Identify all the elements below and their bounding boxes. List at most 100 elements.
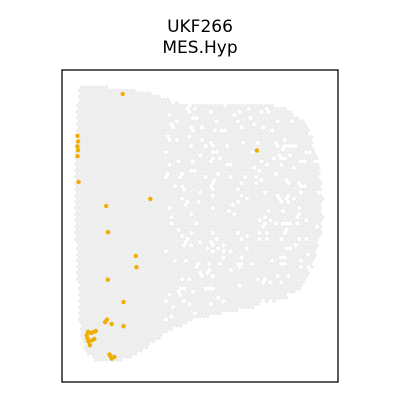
tissue-spot xyxy=(297,150,301,154)
tissue-spot xyxy=(200,286,204,291)
tissue-spot xyxy=(304,125,309,130)
tissue-spot xyxy=(149,138,154,142)
tissue-spot xyxy=(153,119,157,123)
tissue-spot xyxy=(97,358,102,362)
tissue-spot xyxy=(315,243,319,247)
tissue-spot xyxy=(108,271,112,275)
tissue-spot xyxy=(175,181,179,185)
tissue-spot xyxy=(99,156,103,161)
tissue-spot xyxy=(94,296,98,300)
tissue-spot xyxy=(85,237,89,241)
tissue-spot xyxy=(171,317,175,322)
tissue-spot xyxy=(103,305,107,309)
tissue-spot xyxy=(112,252,116,257)
tissue-spot xyxy=(128,119,132,123)
tissue-spot xyxy=(128,268,132,272)
tissue-spot xyxy=(193,125,197,130)
tissue-spot xyxy=(191,153,195,158)
tissue-spot xyxy=(182,231,186,235)
tissue-spot xyxy=(149,193,154,198)
tissue-spot xyxy=(135,317,139,322)
tissue-spot xyxy=(94,91,98,96)
tissue-spot xyxy=(115,314,120,319)
tissue-spot xyxy=(76,240,80,244)
tissue-spot xyxy=(101,345,105,350)
tissue-spot xyxy=(218,138,222,142)
tissue-spot xyxy=(97,203,102,207)
tissue-spot xyxy=(151,103,156,108)
tissue-spot xyxy=(257,162,262,167)
tissue-spot xyxy=(250,237,255,241)
tissue-spot xyxy=(209,234,213,238)
tissue-spot xyxy=(162,327,166,331)
tissue-spot xyxy=(182,193,186,198)
tissue-spot xyxy=(88,150,93,154)
tissue-spot xyxy=(176,153,181,158)
tissue-spot xyxy=(182,107,186,111)
tissue-spot xyxy=(113,181,118,185)
tissue-spot xyxy=(158,333,163,337)
tissue-spot xyxy=(167,187,172,192)
tissue-spot xyxy=(144,128,148,133)
tissue-spot xyxy=(81,175,85,179)
tissue-spot xyxy=(245,122,249,127)
tissue-spot xyxy=(88,262,93,266)
tissue-spot xyxy=(110,187,114,192)
tissue-spot xyxy=(162,196,166,201)
tissue-spot xyxy=(112,153,116,158)
tissue-spot xyxy=(283,162,287,167)
tissue-spot xyxy=(209,128,213,133)
tissue-spot xyxy=(113,311,118,316)
tissue-spot xyxy=(88,305,93,309)
tissue-spot xyxy=(248,134,253,139)
tissue-spot xyxy=(256,178,260,182)
tissue-spot xyxy=(133,165,138,170)
tissue-spot xyxy=(131,280,136,285)
tissue-spot xyxy=(126,147,130,151)
tissue-spot xyxy=(169,147,174,151)
tissue-spot xyxy=(135,206,139,210)
tissue-spot xyxy=(90,134,94,139)
tissue-spot xyxy=(162,190,166,195)
tissue-spot xyxy=(117,274,121,278)
tissue-spot xyxy=(292,147,296,151)
tissue-spot xyxy=(306,271,310,275)
tissue-spot xyxy=(176,134,181,139)
tissue-spot xyxy=(265,138,269,142)
tissue-spot xyxy=(113,94,118,99)
tissue-spot xyxy=(122,289,127,294)
tissue-spot xyxy=(101,97,105,102)
tissue-spot xyxy=(211,162,215,167)
tissue-spot xyxy=(162,159,166,164)
tissue-spot xyxy=(250,138,255,142)
tissue-spot xyxy=(135,286,139,291)
tissue-spot xyxy=(144,203,148,207)
tissue-spot xyxy=(122,184,127,189)
tissue-spot xyxy=(218,249,222,254)
tissue-spot xyxy=(194,277,199,282)
tissue-spot xyxy=(272,293,276,297)
tissue-spot xyxy=(288,122,292,127)
tissue-spot xyxy=(245,252,249,257)
tissue-spot xyxy=(76,277,80,282)
tissue-spot xyxy=(243,274,247,278)
tissue-spot xyxy=(281,271,285,275)
tissue-spot xyxy=(86,203,91,207)
tissue-spot xyxy=(160,175,165,179)
tissue-spot xyxy=(311,243,316,247)
tissue-spot xyxy=(85,175,89,179)
tissue-spot xyxy=(95,107,100,111)
tissue-spot xyxy=(173,320,177,325)
tissue-spot xyxy=(110,293,114,297)
tissue-spot xyxy=(284,271,289,275)
tissue-spot xyxy=(274,159,278,164)
tissue-spot xyxy=(214,156,219,161)
tissue-spot xyxy=(185,293,190,297)
tissue-spot xyxy=(263,252,267,257)
tissue-spot xyxy=(317,172,321,176)
tissue-spot xyxy=(220,122,224,127)
tissue-spot xyxy=(101,333,105,337)
tissue-spot xyxy=(95,224,100,229)
tissue-spot xyxy=(193,138,197,142)
tissue-spot xyxy=(115,103,120,108)
